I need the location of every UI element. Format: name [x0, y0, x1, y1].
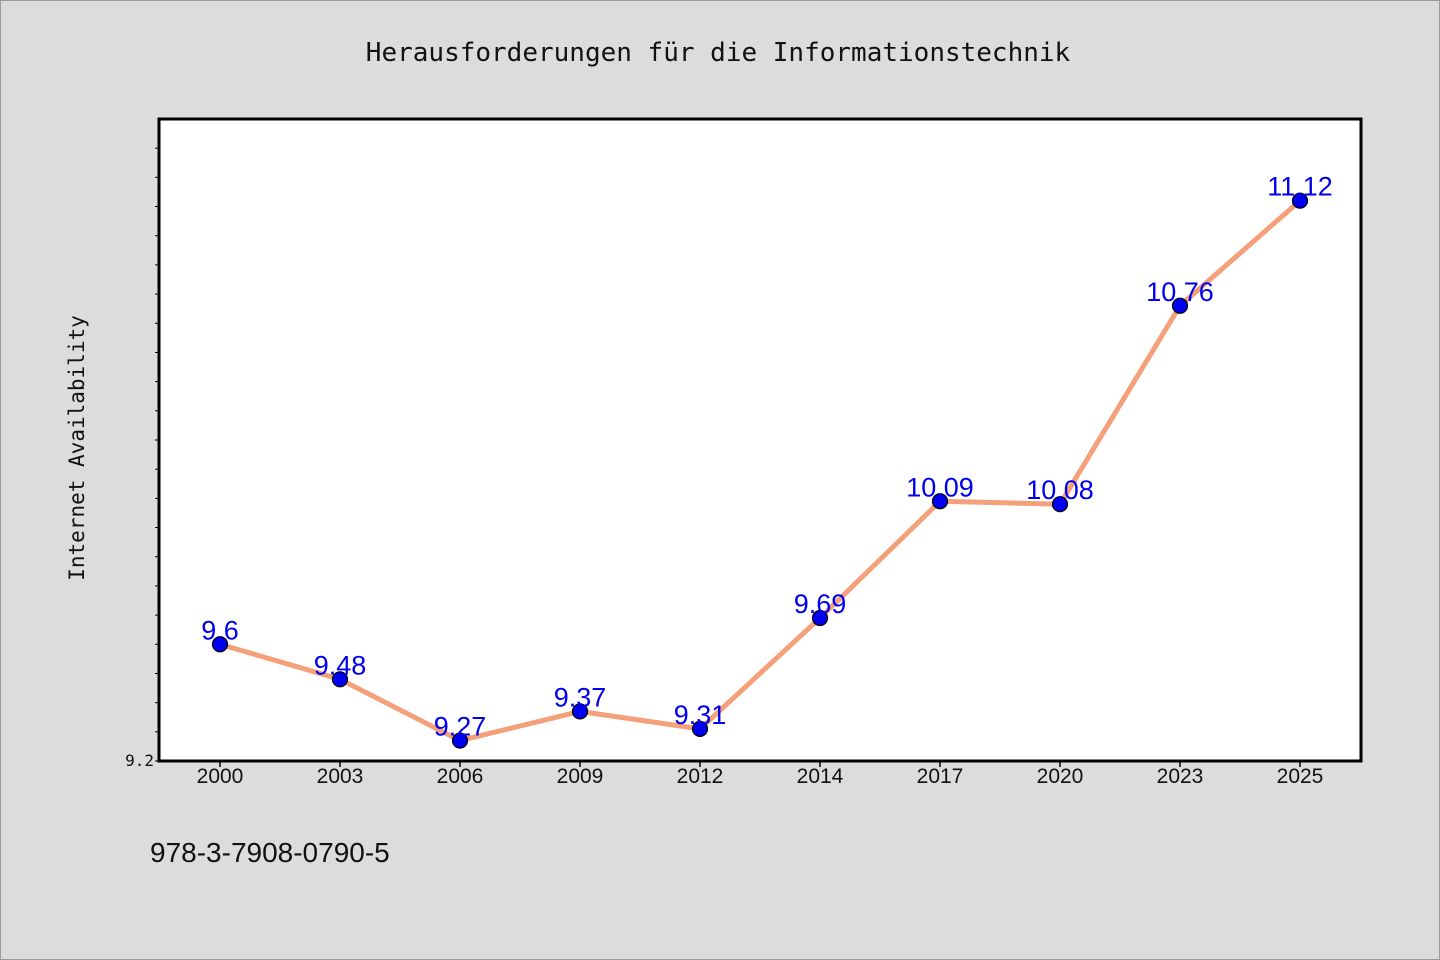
data-point [571, 703, 589, 720]
x-axis-ticks: 2000 2003 2006 2009 2012 2014 2017 2020 2023 2025 [197, 761, 1324, 788]
x-tick-label: 2006 [437, 765, 484, 788]
data-point [1291, 192, 1309, 209]
x-tick-label: 2023 [1157, 765, 1204, 788]
data-label: 10.08 [1026, 475, 1094, 505]
data-label: 9.37 [554, 682, 607, 712]
plot-area [157, 117, 1363, 763]
x-tick-label: 2017 [917, 765, 964, 788]
y-axis-label: Internet Availability [65, 315, 89, 581]
isbn-text: 978-3-7908-0790-5 [150, 837, 390, 868]
x-tick-label: 2000 [197, 765, 244, 788]
data-point [811, 609, 829, 627]
data-point [211, 636, 229, 653]
data-label: 11.12 [1267, 172, 1333, 202]
y-axis-ticks: 9.2 [125, 147, 159, 770]
data-label: 10.76 [1146, 277, 1214, 307]
x-tick-label: 2009 [557, 765, 604, 788]
data-point [331, 671, 349, 688]
chart-title: Herausforderungen für die Informationste… [366, 38, 1071, 68]
x-tick-label: 2012 [677, 765, 724, 788]
x-tick-label: 2025 [1277, 765, 1324, 788]
x-tick-label: 2020 [1037, 765, 1084, 788]
data-label: 9.31 [674, 700, 727, 730]
data-label: 9.6 [201, 615, 239, 645]
series-group: 9.6 9.48 9.27 9.37 9.31 9.69 10.09 10.08 10.76 11… [201, 172, 1333, 749]
y-tick-label: 9.2 [125, 751, 154, 770]
data-point [451, 732, 469, 749]
data-point [691, 720, 709, 738]
data-point [931, 493, 949, 510]
data-label: 9.48 [314, 650, 367, 680]
data-label: 10.09 [906, 472, 974, 502]
x-tick-label: 2014 [797, 765, 844, 788]
data-point [1171, 297, 1189, 314]
series-line [219, 198, 1302, 744]
data-point [1051, 496, 1069, 513]
x-tick-label: 2003 [317, 765, 364, 788]
data-label: 9.69 [794, 589, 847, 619]
data-label: 9.27 [434, 712, 487, 742]
